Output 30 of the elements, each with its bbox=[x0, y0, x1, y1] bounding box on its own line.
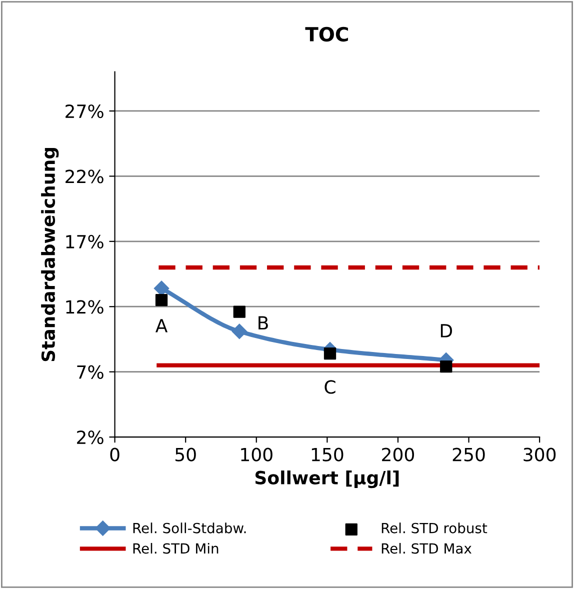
y-tick-label: 22% bbox=[66, 170, 104, 184]
x-tick-label: 250 bbox=[452, 448, 485, 462]
point bbox=[440, 360, 452, 373]
x-tick-label: 200 bbox=[382, 448, 414, 462]
annotation: D bbox=[440, 324, 452, 338]
chart-title: TOC bbox=[305, 26, 348, 42]
x-tick-label: 300 bbox=[524, 448, 556, 462]
y-tick-label: 17% bbox=[66, 234, 104, 249]
y-axis-title: Standardabweichung bbox=[41, 148, 59, 362]
point bbox=[154, 280, 170, 296]
legend-label: Rel. STD robust bbox=[382, 522, 488, 534]
y-tick-label: 12% bbox=[66, 300, 104, 314]
x-tick-label: 150 bbox=[312, 448, 344, 462]
x-tick-label: 100 bbox=[241, 448, 272, 462]
y-tick-label: 2% bbox=[77, 430, 104, 444]
legend-label: Rel. STD Min bbox=[133, 542, 218, 554]
point bbox=[233, 306, 246, 318]
x-axis-title: Sollwert [µg/l] bbox=[255, 470, 399, 488]
y-tick-label: 7% bbox=[77, 365, 104, 379]
point bbox=[324, 347, 336, 360]
x-tick-label: 50 bbox=[176, 448, 196, 462]
annotation: C bbox=[324, 380, 336, 394]
y-tick-label: 27% bbox=[66, 104, 104, 118]
annotation: A bbox=[155, 319, 168, 332]
legend-label: Rel. STD Max bbox=[382, 542, 472, 554]
point bbox=[232, 324, 247, 339]
annotation: B bbox=[258, 316, 268, 330]
x-tick-label: 0 bbox=[110, 448, 120, 462]
legend-label: Rel. Soll-Stdabw. bbox=[133, 522, 246, 534]
point bbox=[155, 294, 168, 306]
